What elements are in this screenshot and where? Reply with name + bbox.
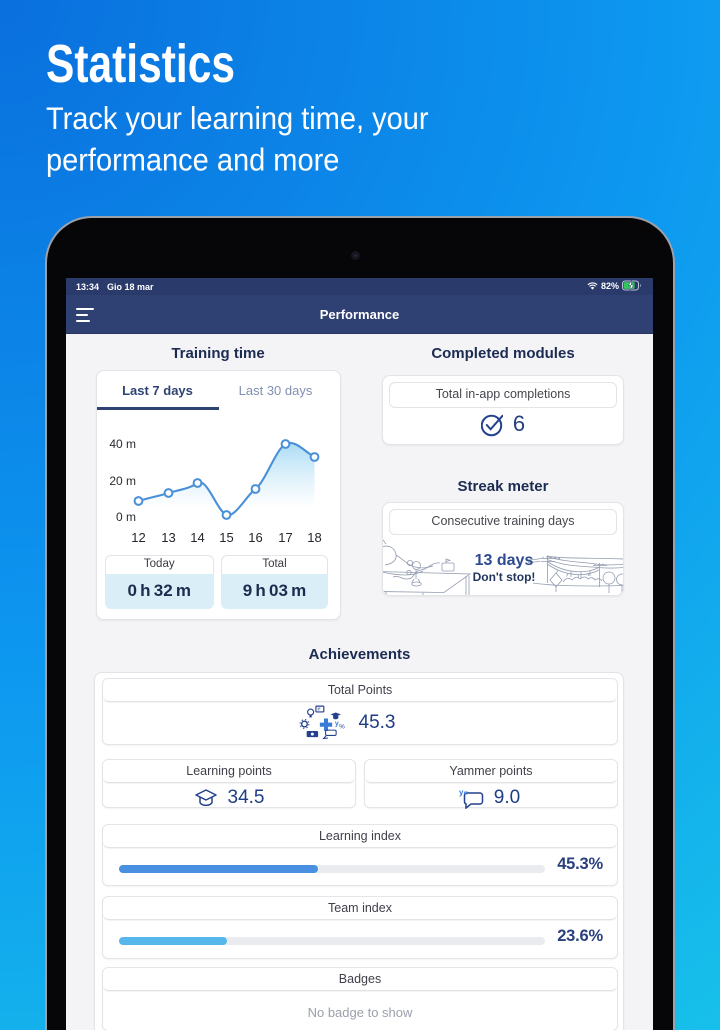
svg-text:0 m: 0 m (115, 510, 135, 524)
svg-text:y: y (334, 721, 338, 728)
svg-text:12: 12 (131, 530, 145, 545)
svg-text:y«: y« (459, 788, 468, 797)
svg-text:14: 14 (190, 530, 204, 545)
svg-text:18: 18 (307, 530, 321, 545)
svg-text:%: % (339, 723, 345, 730)
svg-text:13: 13 (161, 530, 175, 545)
svg-text:16: 16 (248, 530, 262, 545)
svg-text:20 m: 20 m (109, 474, 136, 488)
svg-text:40 m: 40 m (109, 437, 136, 451)
svg-text:17: 17 (278, 530, 292, 545)
svg-text:15: 15 (219, 530, 233, 545)
